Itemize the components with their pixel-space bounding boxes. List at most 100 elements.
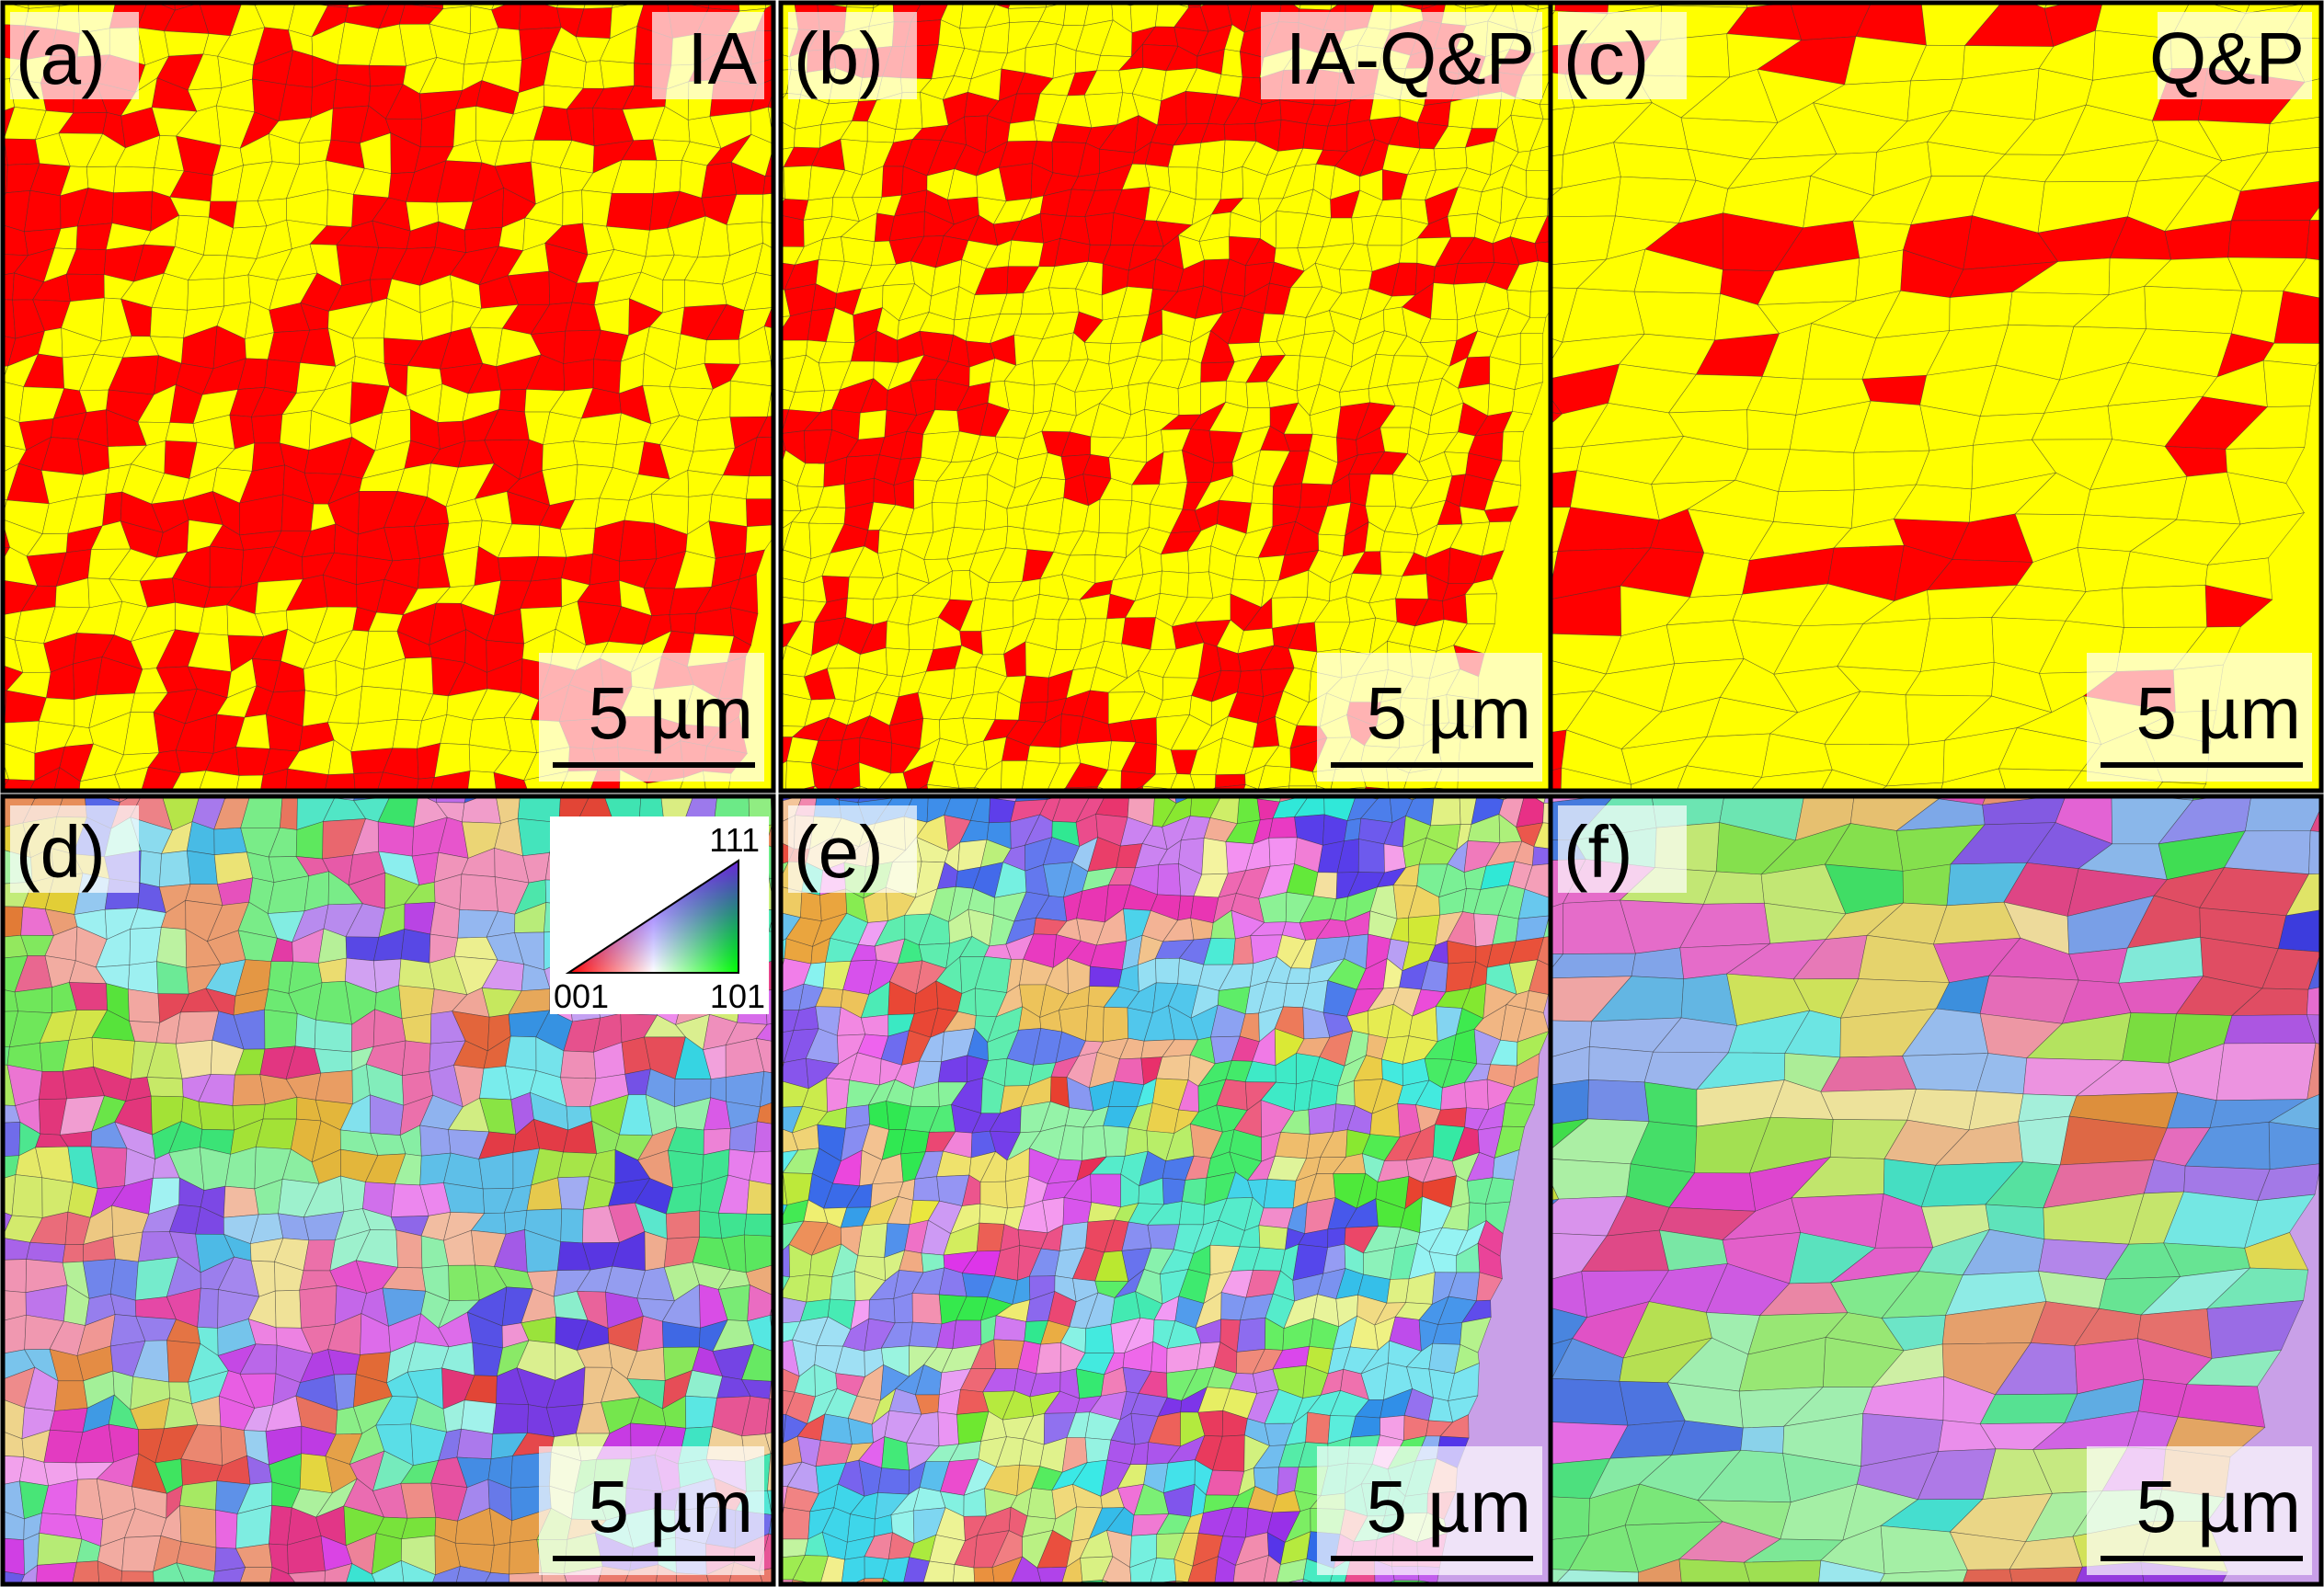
grain (979, 1181, 1008, 1209)
grain (232, 1074, 266, 1106)
grain (1772, 489, 1855, 529)
grain (888, 211, 925, 242)
grain (860, 1014, 889, 1037)
scale-bar-background (539, 1446, 764, 1575)
grain (1178, 1201, 1205, 1226)
grain (1155, 957, 1180, 984)
grain (665, 1210, 701, 1239)
title-background (2158, 12, 2312, 99)
grain (1666, 620, 1745, 665)
grain (340, 1175, 366, 1213)
grain (1447, 212, 1478, 238)
grain (400, 929, 431, 964)
grain (1433, 147, 1468, 171)
grain (749, 1150, 773, 1185)
grain (1214, 1556, 1236, 1584)
grain (1084, 1437, 1112, 1463)
scale-bar-label: 5 µm (589, 672, 753, 754)
scale-bar-background (2087, 653, 2312, 782)
grain (392, 718, 422, 749)
grain (974, 759, 1002, 791)
grain (667, 1149, 704, 1189)
grain (1059, 1221, 1089, 1251)
grain (369, 64, 407, 87)
grain (1534, 241, 1551, 264)
grain (877, 1467, 910, 1495)
grain (1161, 551, 1190, 574)
grain (127, 988, 160, 1023)
grain (1251, 483, 1274, 505)
grain (461, 1399, 497, 1434)
grain (699, 1210, 723, 1239)
grain (239, 1567, 273, 1584)
grain (743, 1234, 773, 1273)
grain (127, 961, 159, 994)
grain (158, 850, 191, 888)
grain (198, 1101, 235, 1131)
grain (708, 520, 748, 559)
grain (1820, 769, 1887, 791)
grain (251, 414, 283, 444)
grain (24, 189, 62, 233)
grain (129, 927, 162, 965)
grain (1036, 1566, 1068, 1584)
grain (235, 774, 264, 791)
grain (452, 106, 477, 148)
grain (78, 774, 121, 791)
grain (358, 685, 402, 725)
grain (1386, 1278, 1410, 1304)
grain (819, 1413, 853, 1445)
grain (857, 1223, 888, 1258)
grain (745, 1264, 773, 1296)
grain (1464, 1079, 1489, 1110)
grain (139, 850, 163, 888)
grain (806, 1273, 833, 1303)
grain (1749, 769, 1833, 791)
grain (1081, 1125, 1107, 1161)
grain (885, 620, 910, 650)
grain (186, 850, 218, 885)
grain (120, 1570, 155, 1584)
grain (1263, 1179, 1297, 1209)
label-background (10, 12, 139, 99)
grain (2262, 360, 2317, 407)
grain (1365, 474, 1397, 507)
grain (1062, 1197, 1093, 1226)
grain (560, 1208, 584, 1244)
grain (1380, 427, 1411, 454)
grain (455, 1566, 491, 1584)
grain (4, 138, 40, 166)
grain (980, 598, 1014, 632)
grain (1631, 765, 1688, 791)
grain (285, 768, 329, 791)
grain (1090, 1173, 1122, 1208)
grain (398, 958, 435, 990)
grain (141, 766, 182, 791)
grain (314, 1048, 353, 1074)
grain (1277, 119, 1307, 152)
grain (484, 1572, 510, 1584)
grain (377, 771, 419, 791)
grain (745, 475, 773, 500)
grain (1001, 760, 1028, 791)
grain (788, 390, 825, 413)
grain (1487, 383, 1516, 417)
grain (326, 189, 354, 228)
grain (841, 236, 876, 266)
grain (745, 498, 773, 528)
grain (395, 1229, 423, 1269)
grain (559, 528, 596, 558)
grain (314, 1019, 352, 1053)
grain (755, 1022, 773, 1042)
grain (49, 1407, 88, 1433)
micrograph (781, 3, 1551, 791)
panel: (a) IA5 µm (0, 0, 776, 794)
grain (1036, 1342, 1061, 1375)
grain (1085, 1005, 1105, 1043)
grain (1245, 381, 1271, 408)
grain (467, 771, 497, 791)
grain (102, 491, 123, 527)
grain (2144, 286, 2243, 335)
scale-bar-label: 5 µm (1367, 672, 1531, 754)
grain (973, 1567, 995, 1584)
